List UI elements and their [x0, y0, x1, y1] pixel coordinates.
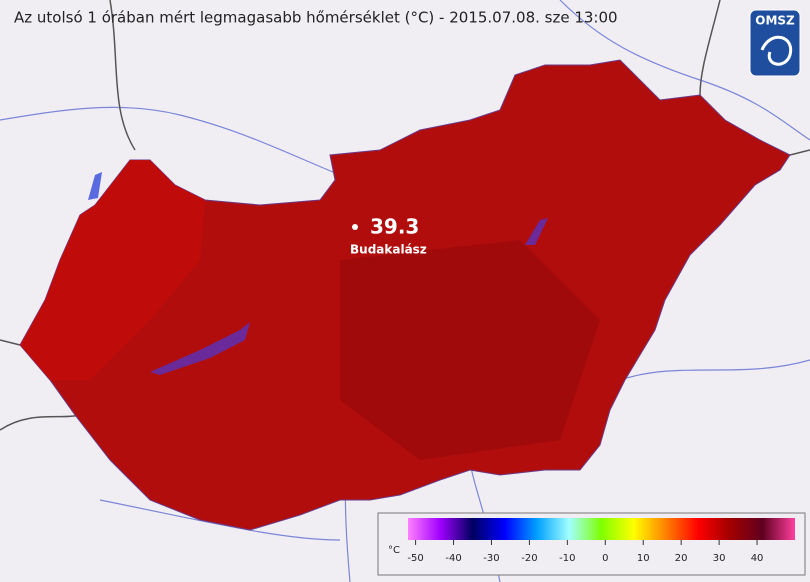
tick-label: -30 [483, 553, 499, 564]
station-dot [352, 224, 358, 230]
river [619, 359, 810, 381]
tick-label: -10 [559, 553, 575, 564]
tick-label: -50 [407, 553, 423, 564]
lake-ferto [88, 172, 102, 200]
warm-zone [20, 160, 205, 380]
title: Az utolsó 1 órában mért legmagasabb hőmé… [14, 9, 618, 27]
lake-tisza [525, 218, 548, 245]
border [109, 0, 136, 151]
tick-label: 40 [751, 553, 764, 564]
border [0, 414, 81, 431]
legend-unit: °C [388, 545, 400, 556]
tick-label: -40 [445, 553, 461, 564]
tick-label: 0 [602, 553, 608, 564]
color-bar [408, 518, 795, 540]
logo-swirl [760, 35, 793, 66]
legend: °C -50 -40 -30 -20 -10 0 10 20 30 40 [377, 512, 806, 576]
station-value: 39.3 [370, 215, 419, 239]
warm-zone [340, 240, 600, 460]
border [789, 149, 810, 156]
logo-text: OMSZ [755, 14, 795, 28]
river [0, 106, 341, 176]
tick-label: 20 [675, 553, 688, 564]
border [699, 0, 721, 96]
lake-balaton [150, 322, 250, 375]
river [559, 0, 810, 141]
tick-label: -20 [521, 553, 537, 564]
border [0, 339, 21, 346]
tick-label: 30 [713, 553, 726, 564]
station-name: Budakalász [350, 243, 427, 257]
borders [0, 0, 810, 431]
tick-label: 10 [637, 553, 650, 564]
